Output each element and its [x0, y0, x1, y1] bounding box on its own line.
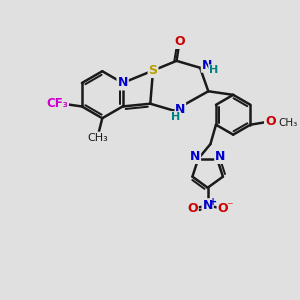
Text: N: N [202, 199, 213, 212]
Text: O: O [187, 202, 198, 215]
Text: CF₃: CF₃ [46, 97, 68, 110]
Text: N: N [201, 59, 212, 72]
Text: N: N [175, 103, 185, 116]
Text: O: O [265, 116, 276, 128]
Text: +: + [208, 197, 217, 207]
Text: CH₃: CH₃ [88, 133, 109, 142]
Text: CH₃: CH₃ [279, 118, 298, 128]
Text: H: H [209, 65, 218, 75]
Text: N: N [190, 150, 200, 163]
Text: N: N [117, 76, 128, 89]
Text: O: O [218, 202, 228, 215]
Text: N: N [215, 150, 226, 163]
Text: H: H [170, 112, 180, 122]
Text: ⁻: ⁻ [226, 200, 233, 213]
Text: O: O [174, 35, 184, 48]
Text: S: S [148, 64, 158, 77]
